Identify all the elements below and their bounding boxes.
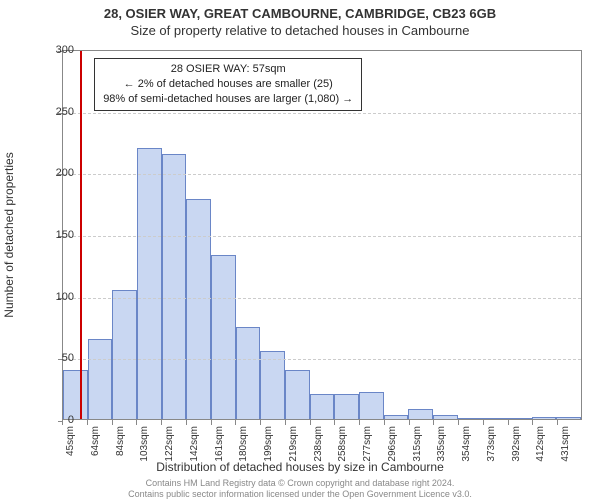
histogram-bar [260,351,285,419]
chart-footer: Contains HM Land Registry data © Crown c… [0,478,600,500]
histogram-bar [433,415,458,419]
histogram-bar [482,418,507,419]
footer-line-1: Contains HM Land Registry data © Crown c… [0,478,600,489]
histogram-bar [310,394,335,419]
gridline [63,298,581,299]
x-tick-label: 354sqm [461,426,472,462]
chart-title-main: 28, OSIER WAY, GREAT CAMBOURNE, CAMBRIDG… [0,0,600,21]
x-tick-mark [161,420,162,425]
y-tick-label: 150 [44,229,74,241]
x-tick-label: 103sqm [139,426,150,462]
x-axis-label: Distribution of detached houses by size … [0,460,600,474]
x-tick-mark [235,420,236,425]
x-tick-mark [433,420,434,425]
x-tick-mark [211,420,212,425]
x-tick-mark [384,420,385,425]
x-tick-label: 296sqm [387,426,398,462]
chart-title-sub: Size of property relative to detached ho… [0,21,600,38]
histogram-bar [63,370,88,419]
chart-container: 28, OSIER WAY, GREAT CAMBOURNE, CAMBRIDG… [0,0,600,500]
x-tick-mark [186,420,187,425]
x-tick-mark [260,420,261,425]
y-tick-label: 0 [44,414,74,426]
gridline [63,174,581,175]
y-axis-label: Number of detached properties [2,152,16,317]
histogram-bar [458,418,483,419]
x-tick-label: 142sqm [189,426,200,462]
y-tick-label: 250 [44,106,74,118]
gridline [63,359,581,360]
x-tick-mark [87,420,88,425]
histogram-bar [507,418,532,419]
property-marker-line [80,51,82,419]
y-tick-label: 100 [44,291,74,303]
plot-area: 28 OSIER WAY: 57sqm← 2% of detached hous… [62,50,582,420]
annotation-line: ← 2% of detached houses are smaller (25) [103,77,353,92]
histogram-bar [112,290,137,420]
footer-line-2: Contains public sector information licen… [0,489,600,500]
x-tick-label: 412sqm [535,426,546,462]
x-tick-label: 258sqm [337,426,348,462]
histogram-bar [334,394,359,419]
x-tick-mark [136,420,137,425]
histogram-bar [236,327,261,420]
x-tick-mark [458,420,459,425]
histogram-bar [137,148,162,419]
x-tick-mark [557,420,558,425]
y-tick-label: 300 [44,44,74,56]
gridline [63,236,581,237]
x-tick-label: 122sqm [164,426,175,462]
x-tick-mark [508,420,509,425]
histogram-bar [532,417,557,419]
x-tick-label: 238sqm [313,426,324,462]
histogram-bar [384,415,409,419]
x-tick-label: 219sqm [288,426,299,462]
x-tick-label: 431sqm [560,426,571,462]
x-tick-label: 392sqm [511,426,522,462]
x-tick-label: 84sqm [115,426,126,456]
x-tick-label: 161sqm [214,426,225,462]
x-tick-label: 45sqm [65,426,76,456]
y-tick-label: 50 [44,352,74,364]
x-tick-mark [310,420,311,425]
x-tick-label: 315sqm [412,426,423,462]
x-tick-label: 373sqm [486,426,497,462]
x-tick-label: 180sqm [238,426,249,462]
y-tick-label: 200 [44,167,74,179]
histogram-bar [162,154,187,419]
x-tick-mark [409,420,410,425]
x-tick-mark [285,420,286,425]
x-tick-label: 199sqm [263,426,274,462]
annotation-line: 98% of semi-detached houses are larger (… [103,92,353,107]
annotation-line: 28 OSIER WAY: 57sqm [103,62,353,77]
histogram-bar [88,339,113,419]
histogram-bar [211,255,236,419]
x-tick-mark [483,420,484,425]
x-tick-mark [112,420,113,425]
x-tick-mark [532,420,533,425]
histogram-bar [285,370,310,419]
x-tick-mark [359,420,360,425]
chart-area: 28 OSIER WAY: 57sqm← 2% of detached hous… [62,50,582,420]
histogram-bar [186,199,211,419]
x-tick-label: 277sqm [362,426,373,462]
x-tick-label: 335sqm [436,426,447,462]
histogram-bar [359,392,384,419]
histogram-bar [408,409,433,419]
histogram-bar [556,417,581,419]
gridline [63,113,581,114]
x-tick-mark [334,420,335,425]
x-tick-label: 64sqm [90,426,101,456]
annotation-box: 28 OSIER WAY: 57sqm← 2% of detached hous… [94,58,362,111]
